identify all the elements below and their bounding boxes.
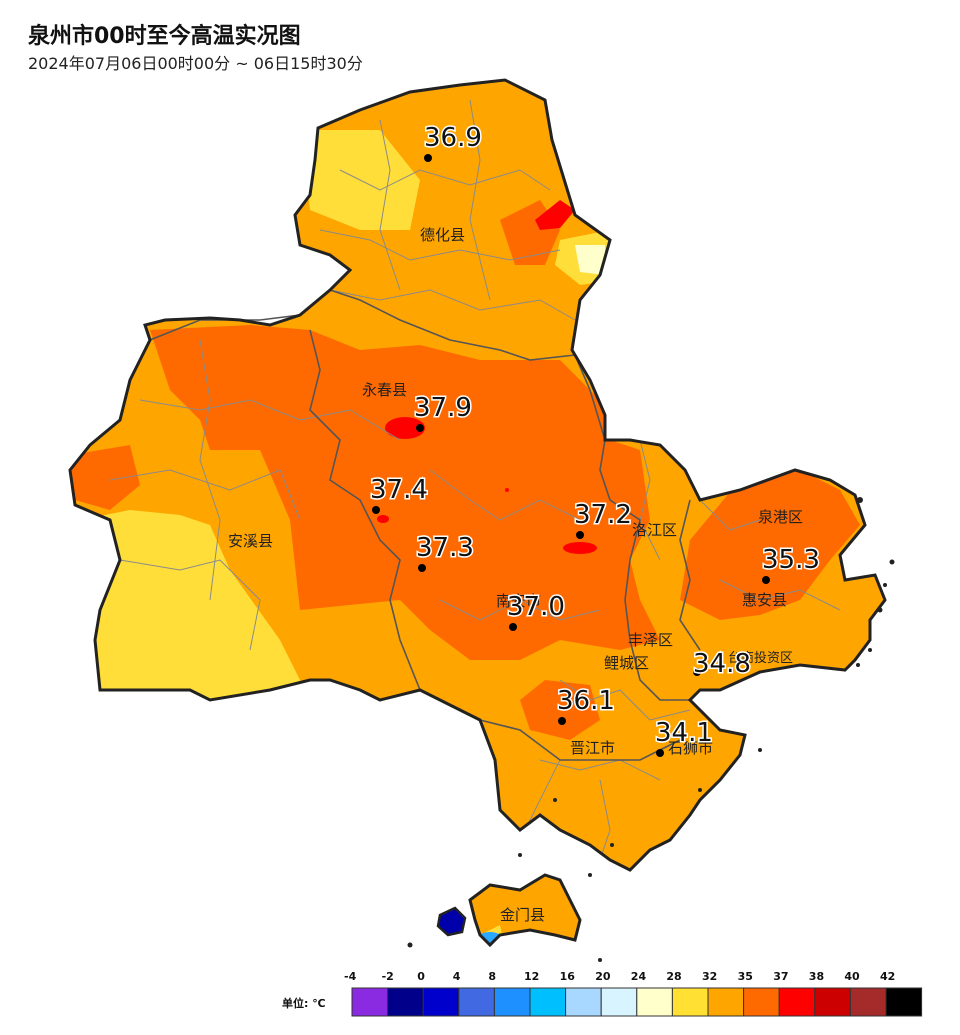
legend-tick-3: 4 <box>453 970 461 983</box>
county-label-huian: 惠安县 <box>742 591 787 609</box>
station-dot-jinjiang <box>558 717 566 725</box>
station-value-anxi-2: 37.3 <box>416 533 474 563</box>
county-label-taishang: 台商投资区 <box>728 650 793 666</box>
legend-tick-12: 37 <box>773 970 788 983</box>
legend-tick-9: 28 <box>666 970 681 983</box>
legend-swatch-9 <box>671 987 709 1017</box>
legend-swatch-13 <box>814 987 851 1017</box>
hotspot-anxi <box>377 515 389 523</box>
hotspot-yongchun <box>385 417 425 439</box>
station-value-dehua: 36.9 <box>424 123 482 153</box>
legend-tick-1: -2 <box>382 970 394 983</box>
zone-jinjiang-37-38 <box>520 680 600 740</box>
county-label-nanan: 南安市 <box>496 592 541 610</box>
legend-swatch-11 <box>743 987 780 1017</box>
legend-swatch-4 <box>493 987 531 1017</box>
legend-swatch-2 <box>422 987 460 1017</box>
legend-swatch-10 <box>707 987 745 1017</box>
county-label-yongchun: 永春县 <box>362 381 407 399</box>
station-dot-quangang <box>762 576 770 584</box>
zone-dehua-ne-28-32 <box>575 245 605 275</box>
legend-swatch-0 <box>351 987 389 1017</box>
legend-tick-8: 24 <box>631 970 647 983</box>
county-label-dehua: 德化县 <box>420 226 465 244</box>
county-label-jinmen: 金门县 <box>500 906 545 924</box>
station-value-anxi-1: 37.4 <box>370 475 428 505</box>
zone-anxi-32-35 <box>80 510 310 700</box>
legend-swatch-1 <box>387 987 424 1017</box>
station-dot-anxi-1 <box>372 506 380 514</box>
county-label-luojiang: 洛江区 <box>632 521 677 539</box>
county-label-shishi: 石狮市 <box>668 739 713 757</box>
legend-tick-0: -4 <box>344 970 357 983</box>
station-dot-anxi-2 <box>418 564 426 572</box>
station-dot-taishang <box>693 668 701 676</box>
county-label-quangang: 泉港区 <box>758 508 803 526</box>
station-dot-luojiang <box>576 531 584 539</box>
station-layer: 36.9 37.9 37.4 37.3 37.2 37.0 35.3 34.8 … <box>369 122 821 757</box>
legend-tick-11: 35 <box>738 970 753 983</box>
legend-swatch-3 <box>458 987 495 1017</box>
map-subtitle: 2024年07月06日00时00分 ~ 06日15时30分 <box>28 54 363 73</box>
temperature-field <box>70 80 885 945</box>
station-value-nanan: 37.0 <box>507 592 565 622</box>
legend-tick-2: 0 <box>417 970 425 983</box>
hotspot-dehua <box>535 200 575 230</box>
legend-swatch-6 <box>565 987 602 1017</box>
station-value-jinjiang: 36.1 <box>557 686 615 716</box>
station-value-taishang: 34.8 <box>693 649 751 679</box>
map-title: 泉州市00时至今高温实况图 <box>28 24 301 49</box>
jinmen-coastline <box>468 873 582 948</box>
legend-box-layer <box>351 987 923 1017</box>
county-label-anxi: 安溪县 <box>228 532 273 550</box>
legend-swatch-7 <box>600 987 638 1017</box>
legend-tick-layer: -4 -2 0 4 8 12 16 20 24 28 32 35 37 38 40 42 <box>344 970 895 983</box>
zone-central-37-38 <box>150 325 660 660</box>
legend-tick-10: 32 <box>702 970 717 983</box>
legend-swatch-14 <box>849 987 887 1017</box>
hotspot-nanan <box>505 488 509 492</box>
hotspot-luojiang <box>563 542 597 554</box>
legend-swatch-5 <box>529 987 567 1017</box>
legend-colorbar: -4 -2 0 4 8 12 16 20 24 28 32 35 37 38 40 42 <box>344 970 923 1017</box>
station-dot-shishi <box>656 749 664 757</box>
station-value-shishi: 34.1 <box>655 718 713 748</box>
station-value-luojiang: 37.2 <box>574 500 632 530</box>
legend-tick-13: 38 <box>809 970 824 983</box>
legend-unit-label: 单位: ℃ <box>282 997 326 1010</box>
legend-tick-7: 20 <box>595 970 611 983</box>
legend-tick-6: 16 <box>560 970 576 983</box>
county-label-layer: 德化县 永春县 安溪县 洛江区 泉港区 惠安县 南安市 丰泽区 鲤城区 台商投资… <box>228 226 803 924</box>
county-label-licheng: 鲤城区 <box>604 654 649 672</box>
zone-west-37-38 <box>70 445 140 510</box>
legend-tick-4: 8 <box>488 970 496 983</box>
legend-tick-5: 12 <box>524 970 539 983</box>
legend-swatch-15 <box>885 987 923 1017</box>
islets <box>407 497 895 962</box>
station-dot-dehua <box>424 154 432 162</box>
station-dot-nanan <box>509 623 517 631</box>
county-label-jinjiang: 晋江市 <box>570 739 615 757</box>
legend-tick-14: 40 <box>844 970 860 983</box>
legend-swatch-8 <box>636 987 673 1017</box>
station-dot-yongchun <box>416 424 424 432</box>
station-value-yongchun: 37.9 <box>414 393 472 423</box>
county-label-fengze: 丰泽区 <box>628 631 673 649</box>
islands <box>436 906 467 937</box>
legend-swatch-12 <box>778 987 816 1017</box>
township-boundaries <box>109 99 841 861</box>
legend-tick-15: 42 <box>880 970 895 983</box>
station-value-quangang: 35.3 <box>762 545 820 575</box>
